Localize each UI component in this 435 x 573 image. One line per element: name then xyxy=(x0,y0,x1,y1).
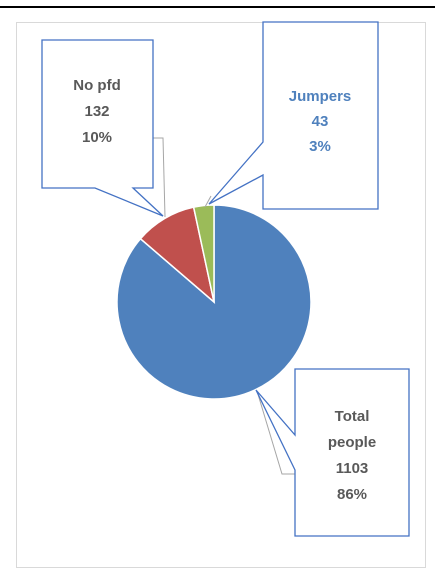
callout-total-people xyxy=(255,368,410,537)
label-no-pfd-name: No pfd xyxy=(73,77,120,94)
label-jumpers-value: 43 xyxy=(312,113,329,130)
label-no-pfd-value: 132 xyxy=(84,103,109,120)
label-total-percent: 86% xyxy=(337,486,367,503)
leader-line-total xyxy=(256,390,296,475)
label-jumpers-name: Jumpers xyxy=(289,88,352,105)
callout-no-pfd xyxy=(41,39,164,217)
leader-line-jumpers xyxy=(204,195,212,208)
callout-jumpers xyxy=(208,21,379,210)
label-jumpers-percent: 3% xyxy=(309,138,331,155)
leader-line-no-pfd xyxy=(153,137,166,218)
pie-slice-jumpers xyxy=(192,204,215,303)
label-no-pfd-percent: 10% xyxy=(82,129,112,146)
pie-slices xyxy=(116,204,312,400)
label-total-name2: people xyxy=(328,434,376,451)
label-total-name: Total xyxy=(335,408,370,425)
page-top-rule xyxy=(0,6,435,8)
label-total-value: 1103 xyxy=(336,460,369,477)
